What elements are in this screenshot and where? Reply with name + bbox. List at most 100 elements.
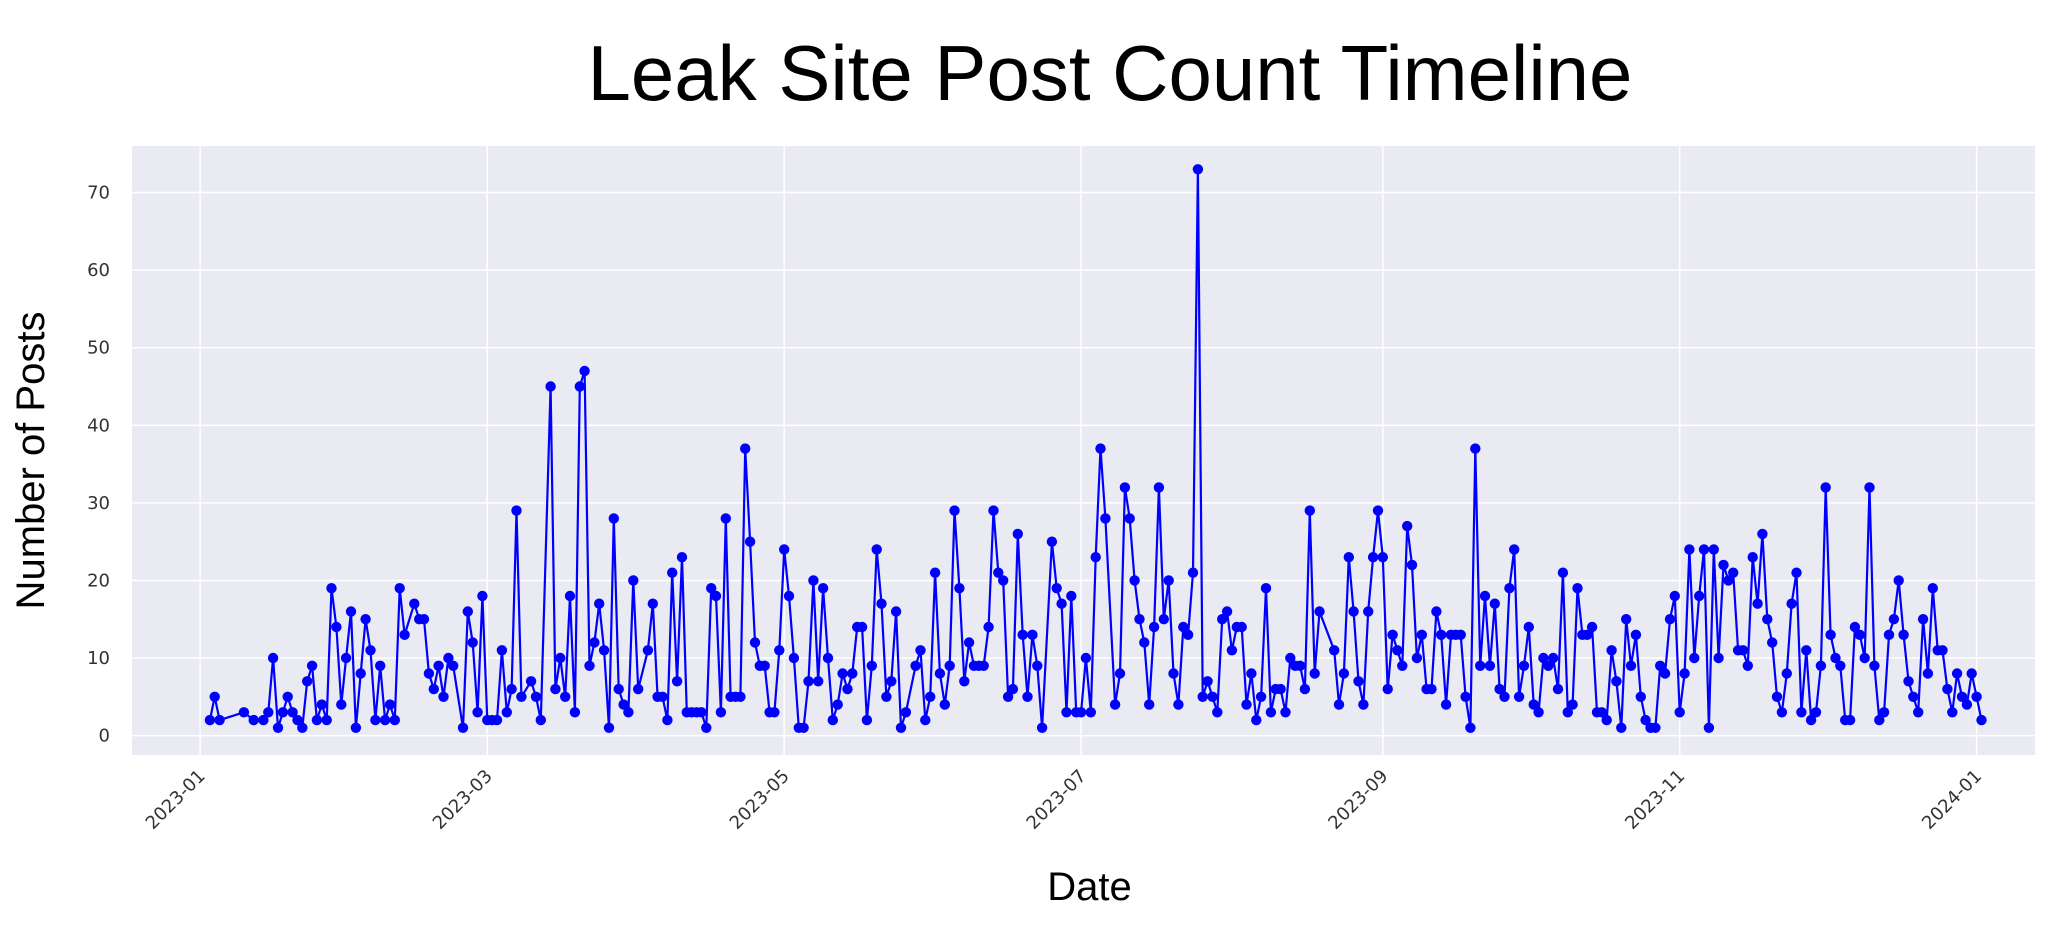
data-point: [1796, 707, 1807, 718]
data-point: [365, 645, 376, 656]
data-point: [1202, 676, 1213, 687]
data-point: [1878, 707, 1890, 718]
data-point: [1533, 707, 1544, 718]
data-point: [1046, 536, 1058, 547]
data-point: [1893, 575, 1904, 586]
data-point: [1898, 629, 1909, 640]
data-point: [589, 637, 600, 648]
data-point: [861, 714, 873, 726]
data-point: [788, 652, 800, 664]
data-point: [1426, 683, 1437, 695]
data-point: [1470, 443, 1481, 454]
data-point: [1669, 590, 1681, 602]
y-tick-label: 0: [99, 726, 110, 747]
data-point: [238, 707, 250, 718]
data-point: [1494, 683, 1505, 695]
data-point: [925, 691, 936, 702]
data-point: [389, 714, 400, 726]
data-point: [506, 683, 517, 695]
data-point: [1504, 583, 1515, 594]
data-point: [657, 691, 668, 702]
y-tick-label: 50: [87, 338, 110, 359]
data-point: [1572, 583, 1583, 594]
data-point: [774, 645, 785, 656]
data-point: [214, 714, 225, 726]
data-point: [331, 621, 342, 633]
data-point: [608, 513, 619, 524]
data-point: [204, 714, 216, 726]
data-point: [1694, 590, 1705, 602]
data-point: [355, 668, 366, 679]
data-point: [1056, 598, 1067, 609]
data-point: [1119, 482, 1131, 493]
x-tick-label: 2023-05: [726, 766, 794, 834]
data-point: [1499, 691, 1510, 702]
data-point: [1883, 629, 1895, 640]
data-point: [1080, 652, 1092, 664]
data-point: [302, 676, 313, 687]
data-point: [1353, 676, 1364, 687]
data-point: [1640, 714, 1651, 726]
data-point: [321, 714, 332, 726]
data-point: [394, 583, 405, 594]
data-point: [287, 707, 298, 718]
data-point: [1246, 668, 1257, 679]
data-point: [594, 598, 605, 609]
data-point: [530, 691, 542, 702]
data-point: [1095, 443, 1106, 454]
data-point: [740, 443, 751, 454]
data-point: [837, 668, 848, 679]
data-point: [983, 621, 994, 633]
data-point: [978, 660, 989, 671]
data-point: [1825, 629, 1836, 640]
x-axis-title: Date: [1047, 865, 1132, 909]
data-point: [1869, 660, 1880, 671]
data-point: [1830, 652, 1841, 664]
data-point: [433, 660, 444, 671]
data-point: [1372, 505, 1384, 516]
data-point: [866, 660, 877, 671]
data-point: [783, 590, 795, 602]
data-point: [1178, 621, 1189, 633]
data-point: [457, 722, 469, 733]
data-point: [584, 660, 595, 671]
data-point: [1781, 668, 1793, 679]
data-point: [1007, 683, 1019, 695]
data-point: [1596, 707, 1608, 718]
data-point: [944, 660, 955, 671]
data-point: [1348, 606, 1359, 617]
data-point: [1475, 660, 1486, 671]
data-point: [1815, 660, 1827, 671]
data-point: [1762, 614, 1773, 625]
data-point: [297, 722, 308, 733]
data-point: [1012, 528, 1023, 540]
data-point: [375, 660, 386, 671]
gridlines: [132, 146, 2035, 755]
data-point: [1601, 714, 1612, 726]
data-point: [832, 699, 843, 710]
data-point: [749, 637, 761, 648]
data-point: [779, 544, 790, 555]
data-point: [817, 583, 829, 594]
data-point: [1032, 660, 1043, 671]
data-point: [1917, 614, 1929, 625]
data-point: [1182, 629, 1194, 640]
data-point: [272, 722, 284, 733]
data-point: [1075, 707, 1087, 718]
data-point: [1947, 707, 1958, 718]
data-point: [428, 683, 439, 695]
data-point: [1382, 683, 1393, 695]
data-point: [1903, 676, 1914, 687]
data-point: [1280, 707, 1291, 718]
data-point: [1757, 528, 1768, 540]
data-point: [1976, 714, 1987, 726]
data-point: [1411, 652, 1423, 664]
chart-title: Leak Site Post Count Timeline: [587, 29, 1633, 117]
data-point: [934, 668, 946, 679]
data-point: [1134, 614, 1145, 625]
data-point: [939, 699, 950, 710]
data-point: [813, 676, 824, 687]
data-point: [1338, 668, 1350, 679]
data-point: [1192, 164, 1204, 175]
data-point: [316, 699, 327, 710]
